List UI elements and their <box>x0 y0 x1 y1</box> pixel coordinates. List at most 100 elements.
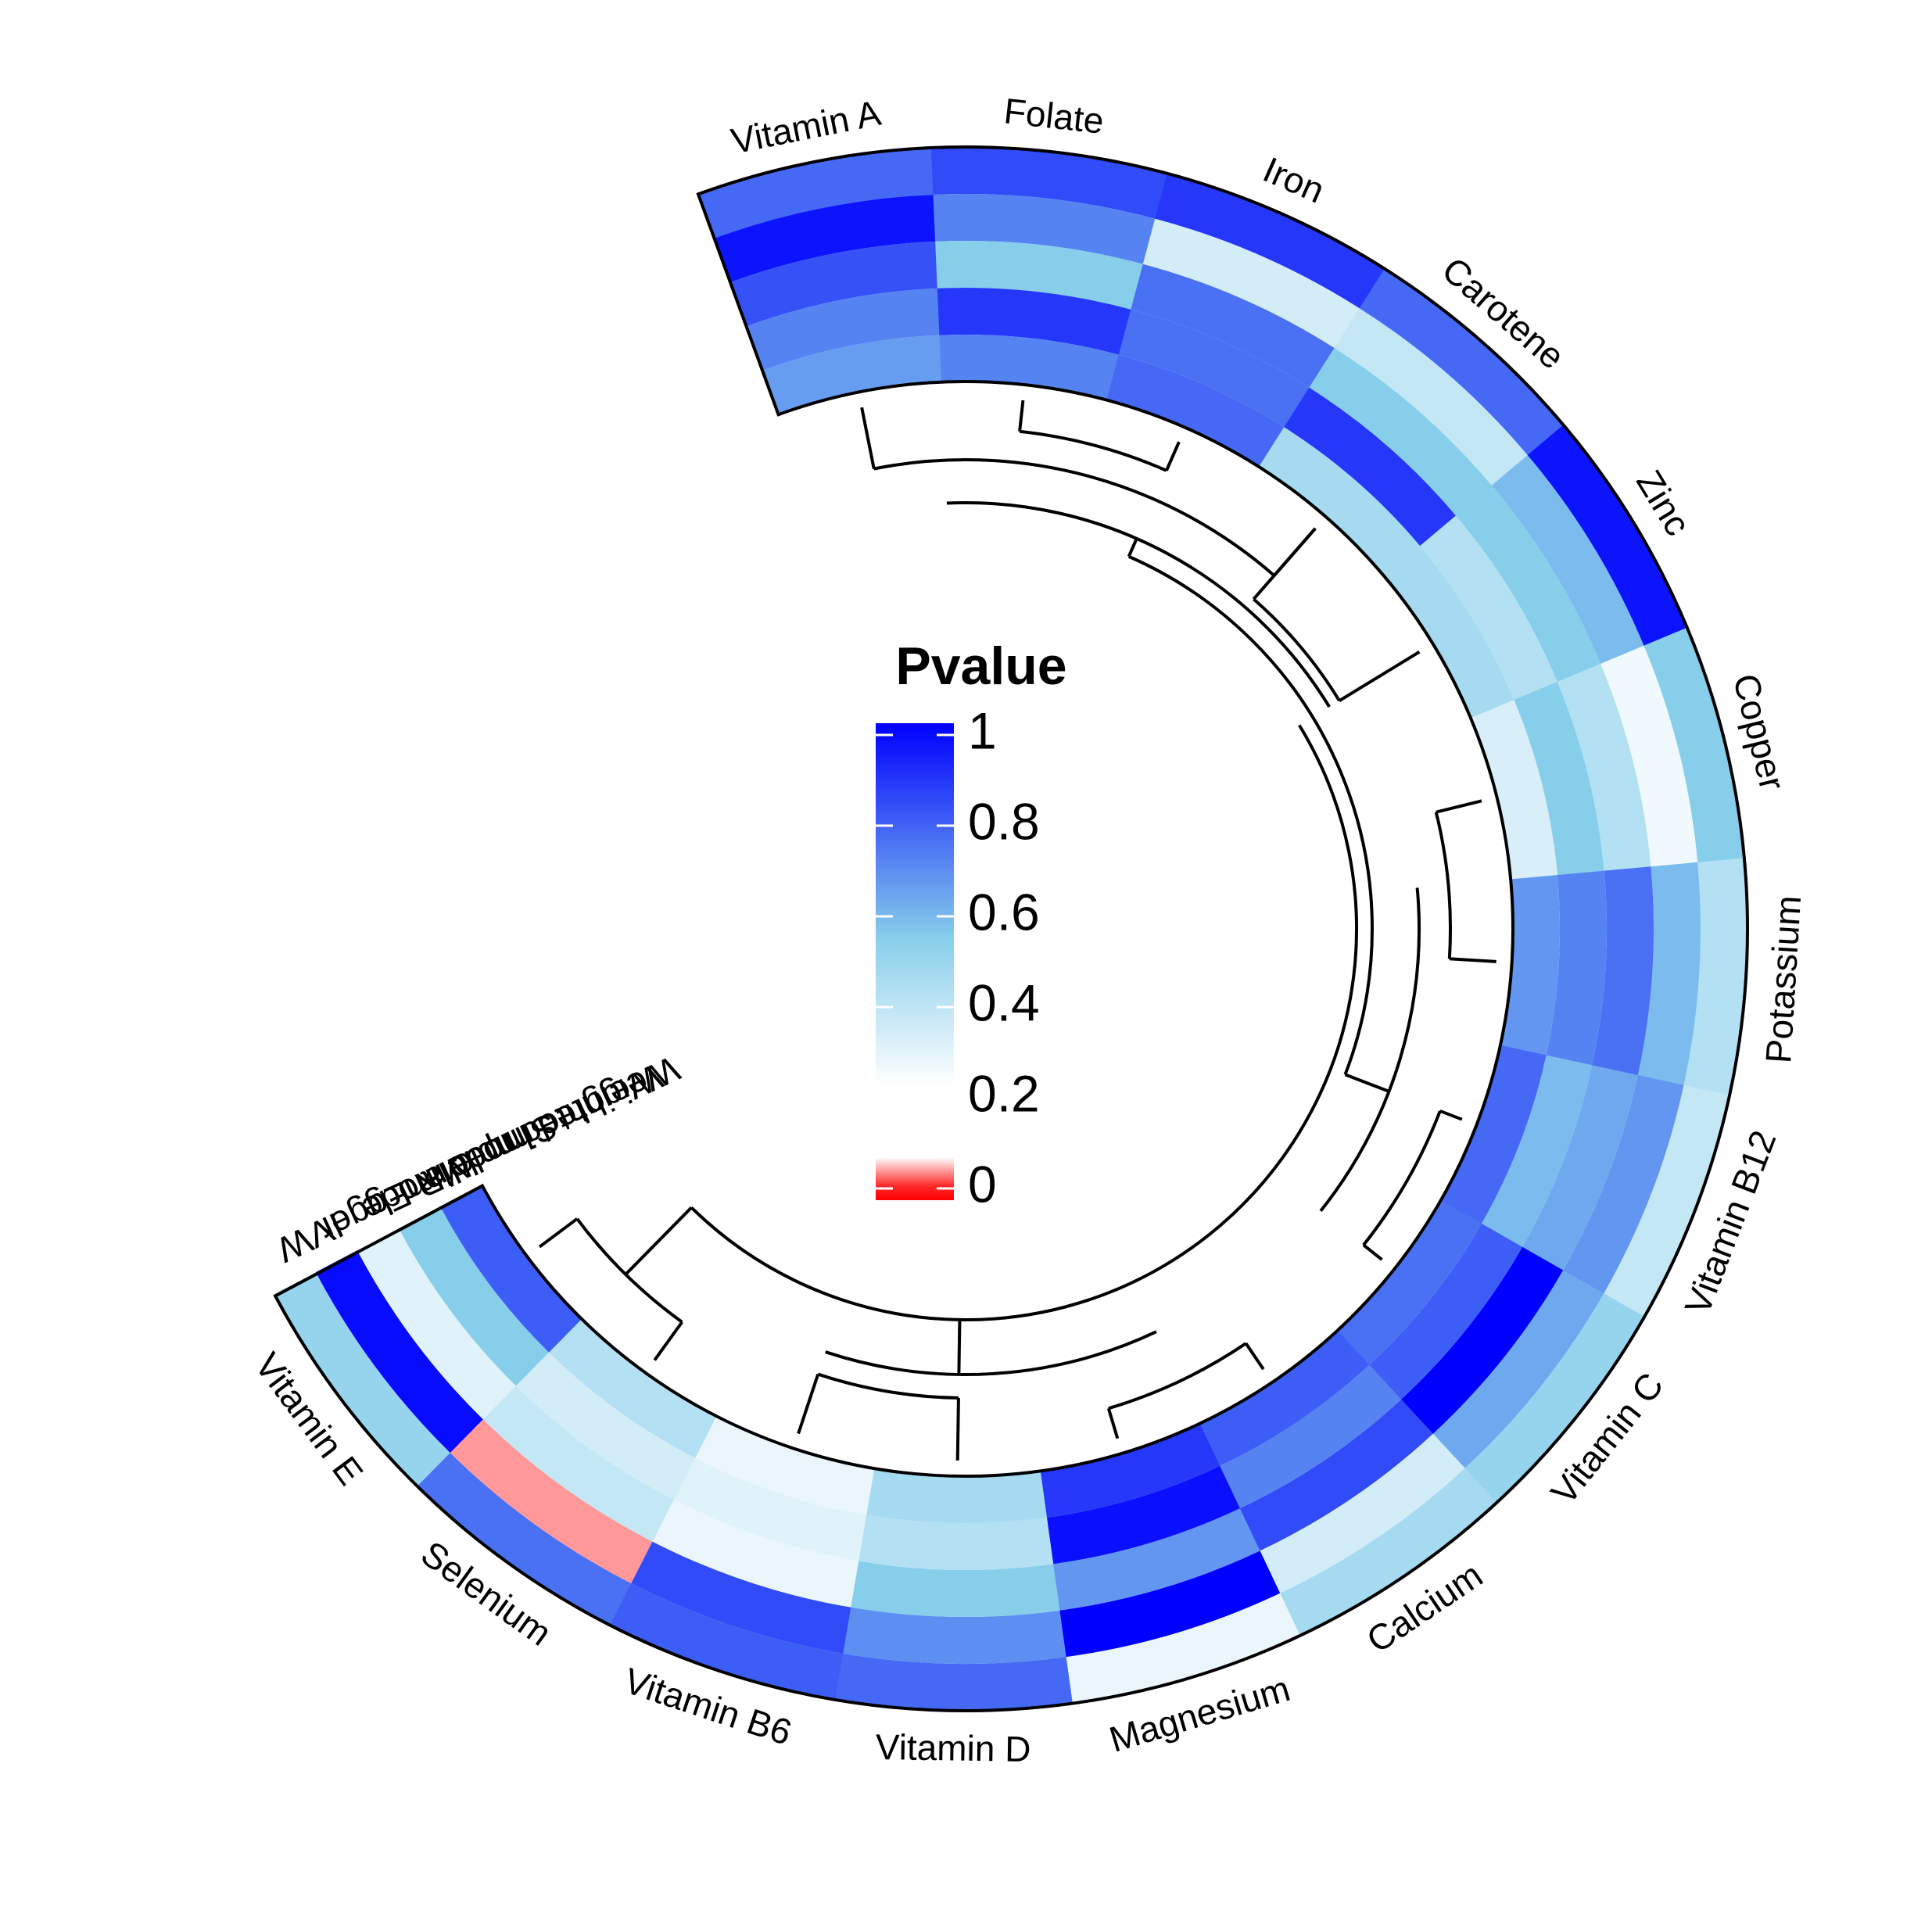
heatmap-cell-selenium-mr-egger <box>449 1418 653 1584</box>
heatmap-cell-vitamin-e-mr-egger <box>315 1250 483 1454</box>
heatmap-sectors <box>274 146 1747 1711</box>
heatmap-cell-calcium-mr-egger <box>1258 1433 1465 1594</box>
heatmap-cell-magnesium-weighted-median <box>1045 1465 1240 1565</box>
category-label-copper: Copper <box>1726 670 1794 794</box>
dendrogram-stem-1 <box>1127 538 1138 557</box>
legend-ticks: 1 0.8 0.6 0.4 0.2 0 <box>876 701 1040 1213</box>
dendrogram-root <box>690 724 1358 1322</box>
sector-borders <box>273 145 1749 1712</box>
dendrogram-stem-4 <box>624 1206 693 1276</box>
dendrogram-upper-3 <box>825 1330 1157 1376</box>
heatmap-cell-selenium-ivw <box>415 1451 632 1626</box>
heatmap-cell-vitamin-d-weighted-mode <box>865 1468 1048 1523</box>
heatmap-cell-vitamin-a-simple-mode <box>730 241 939 327</box>
heatmap-cell-zinc-ivw <box>1527 425 1688 648</box>
heatmap-cell-vitamin-b6-weighted-mode <box>694 1415 875 1515</box>
heatmap-cell-zinc-weighted-median <box>1420 515 1558 701</box>
heatmap-cell-folate-ivw <box>930 146 1170 220</box>
heatmap-cell-vitamin-b12-weighted-mode <box>1439 1045 1547 1225</box>
dendrogram-stem-2 <box>1344 1073 1390 1093</box>
heatmap-cell-vitamin-b6-simple-mode <box>651 1499 859 1608</box>
legend-tick-label-0: 1 <box>968 701 997 759</box>
dendrogram-join-7 <box>575 1217 683 1324</box>
heatmap-cell-magnesium-simple-mode <box>1052 1508 1260 1611</box>
heatmap-cell-carotene-simple-mode <box>1309 347 1493 518</box>
heatmap-cell-vitamin-c-weighted-mode <box>1336 1200 1482 1366</box>
heatmap-cell-copper-mr-egger <box>1600 645 1698 869</box>
heatmap-cell-selenium-simple-mode <box>482 1385 674 1542</box>
heatmap-cell-folate-weighted-median <box>937 288 1133 356</box>
legend-tick-label-2: 0.6 <box>968 883 1040 941</box>
heatmap-cell-magnesium-mr-egger <box>1058 1550 1281 1658</box>
heatmap-cell-vitamin-a-weighted-median <box>746 288 941 371</box>
heatmap-cell-vitamin-b6-ivw <box>608 1582 844 1700</box>
dendrogram-leaf-3b <box>1449 957 1496 963</box>
heatmap-cell-folate-simple-mode <box>935 240 1145 310</box>
heatmap-cell-magnesium-ivw <box>1064 1593 1300 1704</box>
category-label-folate: Folate <box>1002 90 1106 142</box>
heatmap-cell-iron-weighted-mode <box>1106 354 1285 468</box>
dendrogram-leaf-5b <box>1106 1407 1120 1439</box>
legend-title: Pvalue <box>895 636 1066 696</box>
dendrogram-join-5 <box>1108 1342 1247 1411</box>
heatmap-cell-carotene-mr-egger <box>1334 308 1529 487</box>
dendrogram-leaf-6b <box>797 1373 820 1435</box>
dendrogram-leaf-0b <box>1165 441 1181 471</box>
heatmap-cell-vitamin-b6-mr-egger <box>629 1540 851 1654</box>
heatmap-cell-vitamin-d-mr-egger <box>841 1607 1066 1664</box>
legend-tick-label-1: 0.8 <box>968 792 1040 850</box>
dendrogram-leaf-4b <box>1362 1243 1383 1261</box>
heatmap-cell-potassium-ivw <box>1683 858 1747 1098</box>
heatmap-cell-zinc-mr-egger <box>1491 455 1645 666</box>
dendrogram-upper-1 <box>946 501 1331 708</box>
heatmap-cell-magnesium-weighted-mode <box>1038 1423 1220 1518</box>
heatmap-cell-calcium-weighted-mode <box>1198 1330 1370 1467</box>
heatmap-cell-vitamin-b12-simple-mode <box>1521 1065 1638 1272</box>
dendrogram-leaf-3a <box>1436 799 1482 814</box>
heatmap-cell-copper-simple-mode <box>1557 663 1651 873</box>
heatmap-cell-vitamin-b6-weighted-median <box>672 1457 867 1561</box>
dendrogram-join-4 <box>1362 1110 1442 1246</box>
heatmap-cell-vitamin-c-ivw <box>1463 1293 1645 1504</box>
heatmap-cell-iron-mr-egger <box>1142 218 1361 349</box>
heatmap-cell-vitamin-d-simple-mode <box>848 1561 1060 1617</box>
heatmap-cell-vitamin-a-mr-egger <box>714 194 937 283</box>
legend-color-bar <box>876 723 954 1200</box>
heatmap-cell-vitamin-e-simple-mode <box>357 1228 516 1420</box>
dendrogram-join-6 <box>817 1372 959 1400</box>
legend-tick-label-3: 0.4 <box>968 973 1040 1031</box>
heatmap-cell-calcium-ivw <box>1278 1468 1497 1636</box>
category-label-vitamin-a: Vitamin A <box>728 92 884 162</box>
heatmap-cell-zinc-simple-mode <box>1455 485 1601 683</box>
category-label-iron: Iron <box>1257 149 1330 210</box>
heatmap-cell-vitamin-a-weighted-mode <box>762 335 943 415</box>
heatmap-cell-copper-weighted-median <box>1514 681 1604 877</box>
heatmap-cell-vitamin-d-ivw <box>833 1653 1073 1711</box>
heatmap-cell-vitamin-e-weighted-median <box>398 1206 549 1386</box>
heatmap-cell-potassium-simple-mode <box>1591 866 1654 1077</box>
heatmap-cell-copper-ivw <box>1643 627 1745 865</box>
category-label-potassium: Potassium <box>1758 894 1808 1065</box>
dendrogram-leaf-2b <box>1338 651 1421 702</box>
dendrogram-join-1 <box>873 458 1276 577</box>
ring-border <box>273 145 1749 1712</box>
dendrogram-leaf-7b <box>538 1217 579 1249</box>
heatmap-cell-carotene-ivw <box>1359 268 1565 457</box>
heatmap-cell-vitamin-b12-weighted-median <box>1480 1055 1593 1249</box>
heatmap-cell-selenium-weighted-median <box>514 1351 696 1500</box>
heatmap-cell-calcium-weighted-median <box>1218 1364 1402 1510</box>
dendrogram-leaf-5a <box>1244 1342 1265 1371</box>
dendrogram-leaf-1a <box>860 407 876 469</box>
heatmap-cell-vitamin-c-mr-egger <box>1432 1270 1604 1470</box>
heatmap-cell-potassium-weighted-mode <box>1500 875 1560 1057</box>
category-label-vitamin-d: Vitamin D <box>875 1726 1031 1769</box>
heatmap-cell-vitamin-c-weighted-median <box>1367 1223 1523 1401</box>
heatmap-cell-vitamin-e-weighted-mode <box>440 1185 582 1353</box>
dendrogram <box>538 400 1496 1461</box>
heatmap-cell-calcium-simple-mode <box>1238 1399 1433 1552</box>
dendrogram-upper-4 <box>1127 554 1374 1076</box>
dendrogram-leaf-0a <box>1018 400 1025 432</box>
heatmap-cell-vitamin-a-ivw <box>697 147 935 238</box>
